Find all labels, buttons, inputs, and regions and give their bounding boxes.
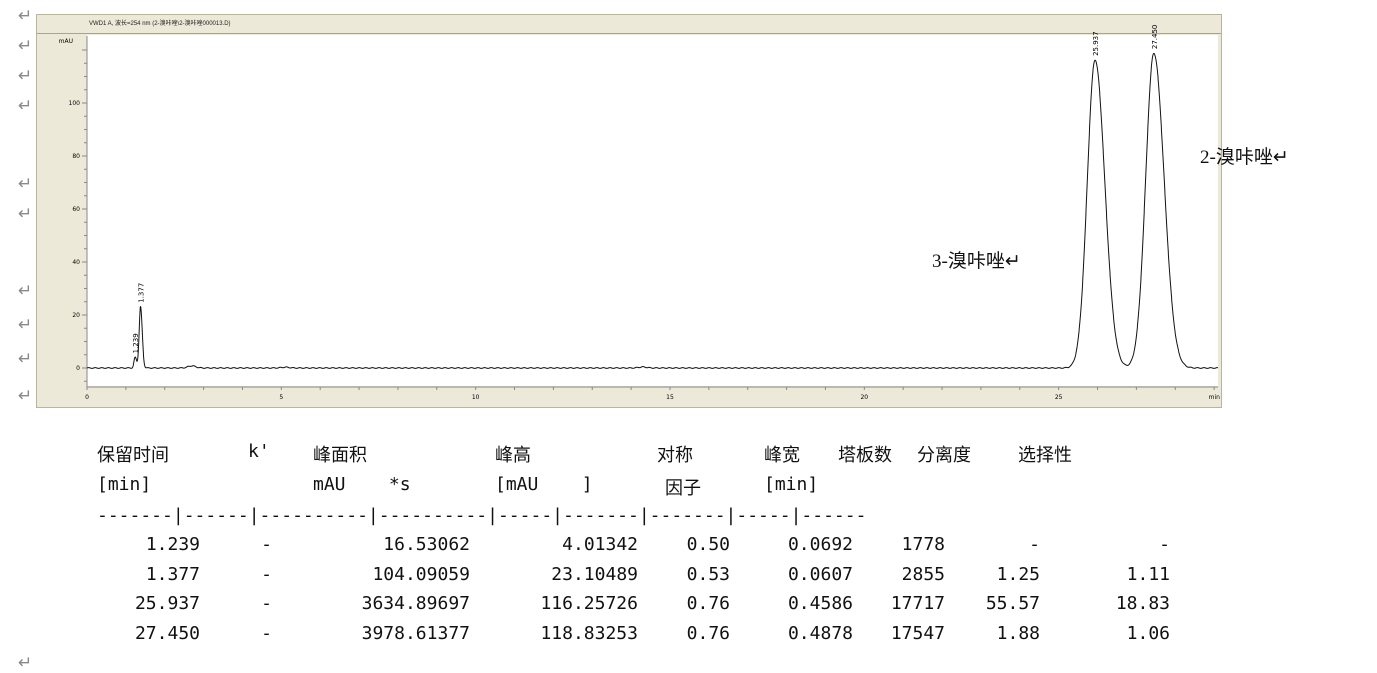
paragraph-mark: ↵ [18, 66, 33, 86]
x-axis-label: min [1209, 394, 1221, 401]
column-header: 保留时间 [97, 445, 169, 466]
column-header: 塔板数 [838, 445, 892, 466]
table-cell: 16.53062 [383, 534, 470, 555]
table-cell: 1.11 [1126, 563, 1170, 585]
table-separator: -------|------|----------|----------|---… [97, 505, 867, 526]
peak-label: 27.450 [1151, 25, 1159, 50]
table-cell: 17717 [890, 593, 945, 614]
y-tick-label: 0 [76, 365, 80, 372]
column-header-unit: mAU *s [313, 474, 411, 495]
table-cell: 17547 [890, 622, 945, 644]
table-cell: 27.450 [134, 622, 200, 644]
table-cell: 3978.61377 [361, 622, 470, 644]
paragraph-mark: ↵ [18, 653, 33, 673]
paragraph-mark: ↵ [18, 281, 33, 301]
table-cell: - [261, 563, 272, 585]
x-tick-label: 5 [279, 394, 283, 401]
column-header: k' [248, 441, 270, 462]
column-header: 选择性 [1018, 445, 1072, 466]
column-header: 峰面积 [313, 445, 367, 466]
paragraph-mark: ↵ [18, 386, 33, 406]
x-tick-label: 0 [85, 394, 89, 401]
table-cell: 0.4878 [787, 622, 853, 644]
plot-area [87, 35, 1218, 386]
table-cell: 1.377 [145, 563, 200, 585]
chromatogram-trace [86, 52, 1219, 369]
peak-label: 1.239 [132, 333, 140, 353]
table-cell: 1778 [901, 534, 945, 555]
column-header-unit: 因子 [665, 478, 701, 499]
x-tick-label: 20 [860, 394, 868, 401]
peak-label: 25.937 [1092, 31, 1100, 56]
paragraph-mark: ↵ [18, 6, 33, 26]
y-tick-label: 20 [72, 312, 80, 319]
table-cell: 0.0692 [787, 534, 853, 555]
table-cell: 0.50 [686, 534, 730, 555]
paragraph-mark: ↵ [18, 315, 33, 335]
y-tick-label: 100 [69, 100, 81, 107]
y-tick-label: 40 [72, 259, 80, 266]
table-cell: 18.83 [1115, 593, 1170, 614]
paragraph-mark: ↵ [18, 174, 33, 194]
chart-title: VWD1 A, 波长=254 nm (2-溴咔唑\2-溴咔唑000013.D) [37, 15, 1221, 34]
table-cell: 118.83253 [540, 622, 638, 644]
column-header-unit: [min] [764, 474, 819, 495]
table-cell: - [261, 622, 272, 644]
table-cell: 4.01342 [562, 534, 638, 555]
table-cell: 25.937 [134, 593, 200, 614]
table-cell: 1.239 [145, 534, 200, 555]
table-cell: - [1159, 534, 1170, 555]
column-header: 对称 [657, 445, 693, 466]
annotation-3-bromocarbazole: 3-溴咔唑↵ [932, 251, 1021, 272]
paragraph-mark: ↵ [18, 204, 33, 224]
table-cell: 104.09059 [372, 563, 470, 585]
column-header: 分离度 [917, 445, 971, 466]
table-cell: 0.53 [686, 563, 730, 585]
table-cell: 0.4586 [787, 593, 853, 614]
column-header: 峰高 [495, 445, 531, 466]
table-cell: - [261, 534, 272, 555]
table-cell: 2855 [901, 563, 945, 585]
paragraph-mark: ↵ [18, 36, 33, 56]
y-tick-label: 80 [72, 153, 80, 160]
table-cell: 0.76 [686, 593, 730, 614]
chromatogram-panel: VWD1 A, 波长=254 nm (2-溴咔唑\2-溴咔唑000013.D) … [36, 14, 1222, 408]
table-cell: 116.25726 [540, 593, 638, 614]
table-cell: - [1029, 534, 1040, 555]
x-tick-label: 10 [472, 394, 480, 401]
table-cell: 0.76 [686, 622, 730, 644]
paragraph-mark: ↵ [18, 349, 33, 369]
table-cell: 0.0607 [787, 563, 853, 585]
paragraph-mark: ↵ [18, 96, 33, 116]
table-cell: - [261, 593, 272, 614]
column-header-unit: [min] [97, 474, 152, 495]
chromatogram-chart: mAU min 0 20 40 60 80 100 0 5 10 15 20 25 1.239 1.377 25… [59, 25, 1221, 401]
table-cell: 55.57 [985, 593, 1040, 614]
table-cell: 23.10489 [551, 563, 638, 585]
y-axis-label: mAU [59, 38, 73, 45]
x-tick-label: 25 [1055, 394, 1063, 401]
x-tick-label: 15 [666, 394, 674, 401]
table-cell: 1.88 [996, 622, 1040, 644]
table-cell: 3634.89697 [361, 593, 470, 614]
table-cell: 1.06 [1126, 622, 1170, 644]
column-header-unit: [mAU ] [495, 474, 593, 495]
table-cell: 1.25 [996, 563, 1040, 585]
y-tick-label: 60 [72, 206, 80, 213]
column-header: 峰宽 [764, 445, 800, 466]
peak-label: 1.377 [138, 283, 146, 303]
annotation-2-bromocarbazole: 2-溴咔唑↵ [1200, 147, 1289, 168]
